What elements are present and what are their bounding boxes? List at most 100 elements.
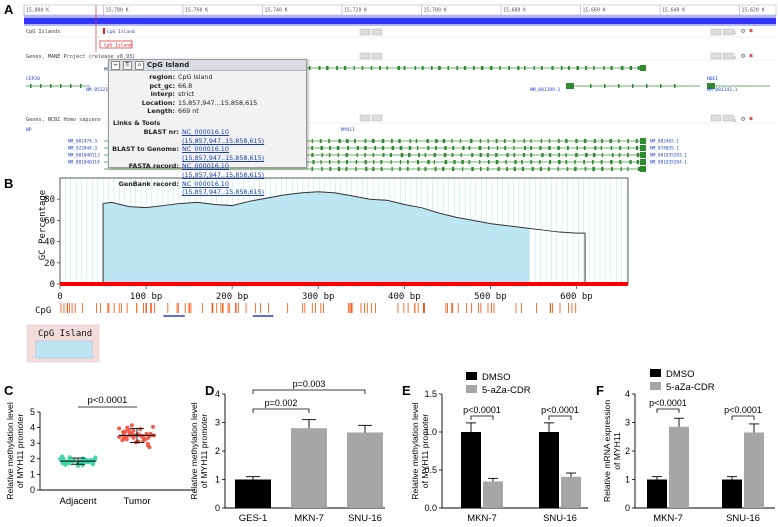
download-icon[interactable]: ⤓ <box>733 27 736 35</box>
y-tick-label: 1 <box>625 475 630 485</box>
exon <box>433 160 435 164</box>
next-button[interactable] <box>371 28 383 36</box>
close-icon[interactable]: ✖ <box>749 52 753 60</box>
exon <box>601 139 603 143</box>
exon <box>495 139 498 143</box>
cpg-island-label[interactable]: CpG Island <box>107 29 135 35</box>
exon <box>409 139 412 143</box>
next-button[interactable] <box>371 52 383 60</box>
exon <box>398 139 401 143</box>
exon <box>312 160 315 164</box>
bar <box>744 432 764 508</box>
bar <box>647 479 667 508</box>
exon <box>431 66 433 70</box>
exon <box>591 160 594 164</box>
gene-model-cep20[interactable] <box>26 83 770 89</box>
data-point <box>131 428 136 433</box>
prev-button[interactable] <box>359 114 371 122</box>
gene-label-np[interactable]: NP <box>26 127 32 133</box>
next-button[interactable] <box>722 52 734 60</box>
exon <box>506 167 509 171</box>
track-controls-ncbi[interactable]: ⤓ ⚙ ✖ <box>733 115 753 123</box>
exon <box>640 166 646 172</box>
transcript-label[interactable]: NM_001199.1 <box>530 87 561 93</box>
exon <box>50 84 52 88</box>
cpg-island-feature[interactable] <box>103 28 105 34</box>
exon <box>524 66 526 70</box>
exon <box>390 160 392 164</box>
track-controls-cpg[interactable]: ⤓ ⚙ ✖ <box>733 27 753 35</box>
exon <box>513 146 515 150</box>
y-tick-label: 0 <box>215 503 220 513</box>
prev-button[interactable] <box>710 114 722 122</box>
pin-icon[interactable]: ⇔ <box>111 60 120 70</box>
home-icon[interactable]: ⌂ <box>135 60 144 70</box>
exon <box>390 139 393 143</box>
exon <box>320 160 322 164</box>
transcript-label: NM_001040113 <box>68 153 100 159</box>
prev-button[interactable] <box>359 52 371 60</box>
exon <box>364 146 367 150</box>
prev-button[interactable] <box>359 28 371 36</box>
gene-label-cep20[interactable]: CEP20 <box>26 76 40 82</box>
copy-icon[interactable]: ⎘ <box>123 60 132 70</box>
gc-percentage-line <box>102 191 586 234</box>
gear-icon[interactable]: ⚙ <box>741 115 746 123</box>
data-point <box>146 435 151 440</box>
exon <box>486 153 489 157</box>
exon <box>592 153 596 157</box>
legend-label: DMSO <box>666 369 695 380</box>
link-genbank[interactable]: GenBank record: NC_000016.10 (15,857,947.… <box>118 179 265 197</box>
link-blast-nr[interactable]: BLAST nr: NC_000016.10 (15,857,947..15,85… <box>143 127 265 145</box>
exon <box>548 139 551 143</box>
p-value-label: p=0.002 <box>265 398 298 408</box>
close-icon[interactable]: ✖ <box>749 115 753 123</box>
next-button[interactable] <box>371 114 383 122</box>
exon <box>487 139 489 143</box>
exon <box>600 146 603 150</box>
transcript-label[interactable]: NM_053211 <box>86 87 111 93</box>
exon <box>503 139 506 143</box>
exon <box>540 66 543 70</box>
track-controls-mane[interactable]: ⤓ ⚙ ✖ <box>733 52 753 60</box>
exon <box>70 84 72 88</box>
track-nav-buttons-cpg[interactable] <box>359 28 734 36</box>
download-icon[interactable]: ⤓ <box>733 115 736 123</box>
data-point <box>151 424 156 429</box>
popup-header: ⇔ ⎘ ⌂ CpG Island <box>109 60 306 71</box>
data-point <box>125 425 130 430</box>
y-tick-label: 80 <box>44 195 55 205</box>
exon <box>517 66 520 70</box>
download-icon[interactable]: ⤓ <box>733 52 736 60</box>
transcript-label[interactable]: NM_001143.1 <box>707 87 738 93</box>
prev-button[interactable] <box>710 28 722 36</box>
cpg-island-selected[interactable] <box>99 40 133 49</box>
exon <box>338 139 341 143</box>
exon <box>557 139 560 143</box>
gear-icon[interactable]: ⚙ <box>741 27 746 35</box>
gear-icon[interactable]: ⚙ <box>741 52 746 60</box>
prev-button[interactable] <box>710 52 722 60</box>
exon <box>505 160 507 164</box>
link-fasta[interactable]: FASTA record: NC_000016.10 (15,857,947..1… <box>128 162 265 179</box>
exon <box>381 146 385 150</box>
close-icon[interactable]: ✖ <box>749 27 753 35</box>
p-value-label: p<0.0001 <box>724 405 762 415</box>
link-blast-genome[interactable]: BLAST to Genome: NC_000016.10 (15,857,947… <box>112 145 265 162</box>
exon <box>640 145 646 151</box>
p-value-label: p<0.0001 <box>463 405 501 415</box>
cpg-island-selected-label[interactable]: CpG Island <box>104 43 132 49</box>
gene-label-myh11-ncbi[interactable]: MYH11 <box>341 127 355 133</box>
exon <box>421 66 424 70</box>
ruler-tick-label: 15,780 K <box>106 8 129 14</box>
next-button[interactable] <box>722 28 734 36</box>
exon <box>462 146 465 150</box>
next-button[interactable] <box>722 114 734 122</box>
exon <box>337 153 339 157</box>
exon <box>391 146 395 150</box>
exon <box>328 139 331 143</box>
exon <box>479 167 482 171</box>
exon <box>576 146 578 150</box>
gene-label-nde1[interactable]: NDE1 <box>707 76 718 82</box>
